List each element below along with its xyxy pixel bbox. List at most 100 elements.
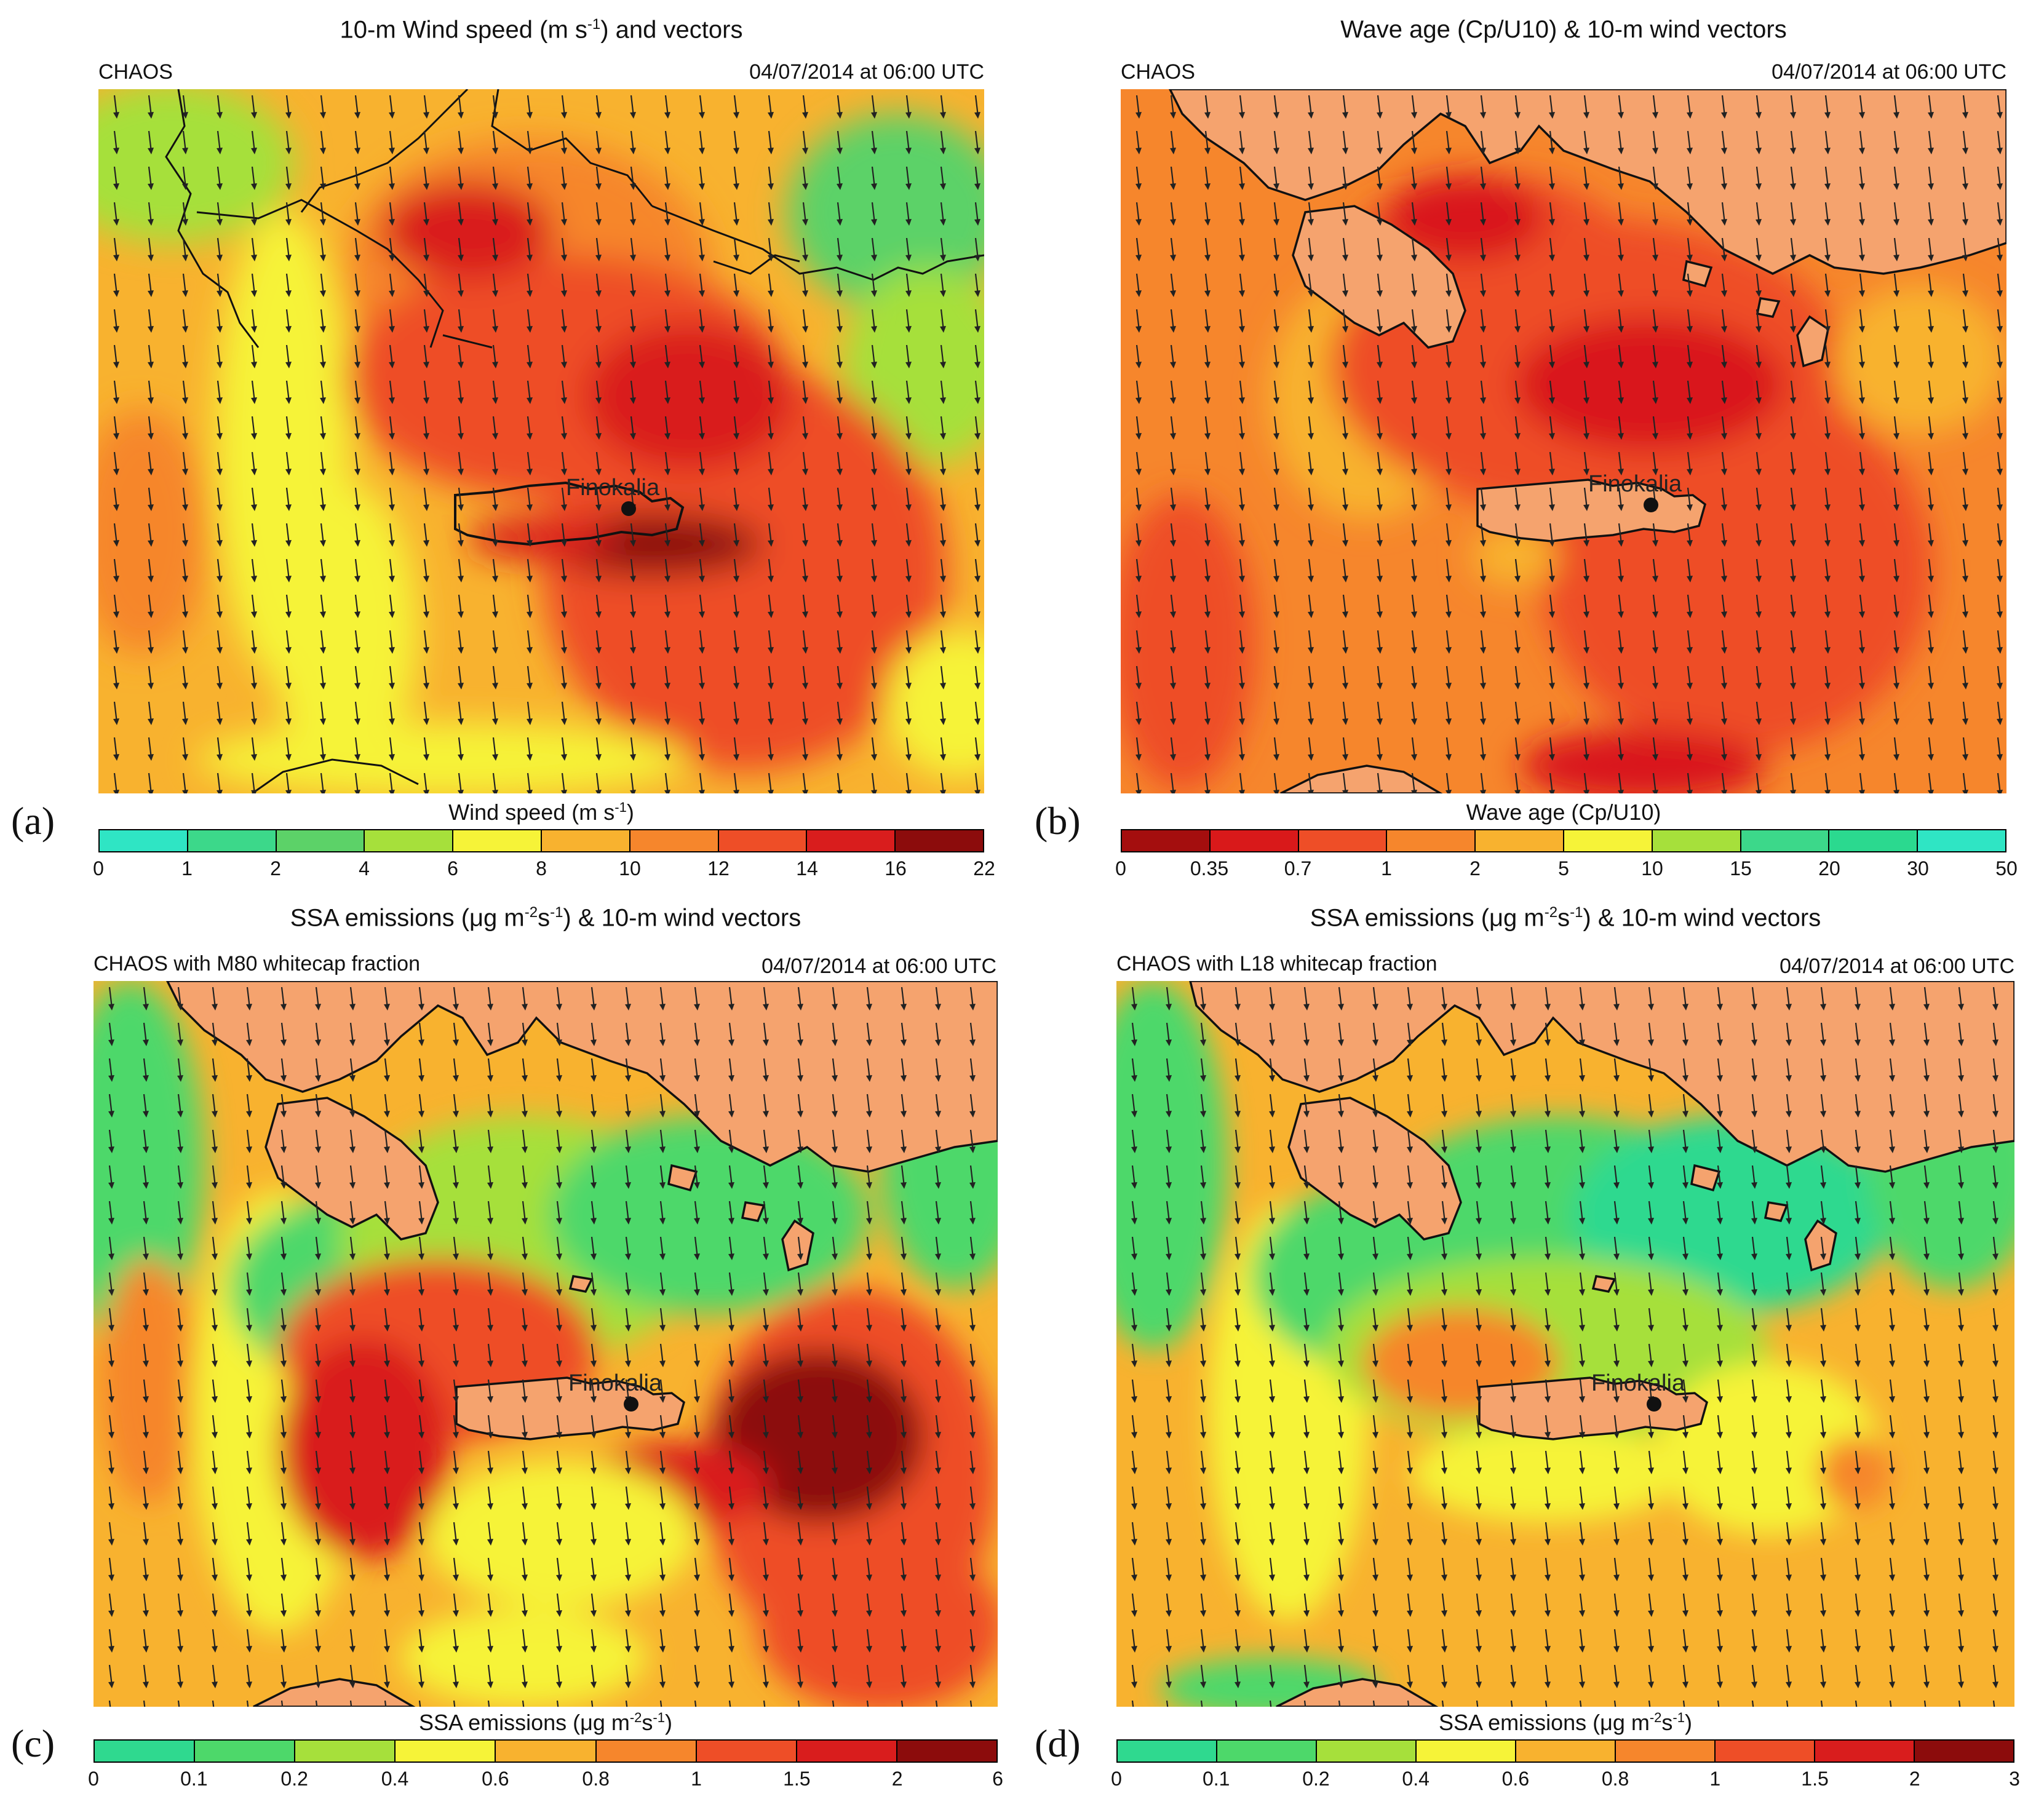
colorbar-swatch bbox=[1716, 1741, 1815, 1761]
model-name: CHAOS with M80 whitecap fraction bbox=[93, 952, 420, 975]
panel-title: SSA emissions (μg m-2s-1) & 10-m wind ve… bbox=[290, 904, 801, 932]
colorbar-ticks: 0 0.1 0.2 0.4 0.6 0.8 1 1.5 2 3 bbox=[1111, 1768, 2020, 1792]
panel-label: (a) bbox=[11, 799, 55, 843]
colorbar-tick-label: 2 bbox=[1909, 1768, 1920, 1790]
colorbar-swatch bbox=[188, 830, 277, 851]
colorbar-swatch bbox=[95, 1741, 196, 1761]
panel-title: SSA emissions (μg m-2s-1) & 10-m wind ve… bbox=[1310, 904, 1821, 932]
colorbar-swatch bbox=[1387, 830, 1476, 851]
colorbar-tick-label: 30 bbox=[1907, 857, 1929, 880]
colorbar-tick-label: 10 bbox=[619, 857, 641, 880]
colorbar-title: SSA emissions (μg m-2s-1) bbox=[419, 1710, 672, 1735]
colorbar-ticks: 0 1 2 4 6 8 10 12 14 16 22 bbox=[93, 857, 995, 882]
panel-label: (d) bbox=[1035, 1722, 1081, 1765]
colorbar-swatch bbox=[1516, 1741, 1616, 1761]
colorbar-tick-label: 0.2 bbox=[280, 1768, 308, 1790]
colorbar-swatch bbox=[807, 830, 896, 851]
colorbar-tick-label: 0.6 bbox=[1501, 1768, 1530, 1790]
panel-label: (b) bbox=[1035, 799, 1081, 843]
colorbar-tick-label: 0.1 bbox=[180, 1768, 208, 1790]
colorbar-title: SSA emissions (μg m-2s-1) bbox=[1439, 1710, 1692, 1735]
colorbar-swatch bbox=[365, 830, 454, 851]
colorbar-tick-label: 1 bbox=[1381, 857, 1392, 880]
colorbar-swatch bbox=[1652, 830, 1741, 851]
colorbar-tick-label: 12 bbox=[707, 857, 730, 880]
colorbar-tick-label: 1 bbox=[181, 857, 193, 880]
colorbar bbox=[93, 1739, 998, 1763]
colorbar-swatch bbox=[1915, 1741, 2013, 1761]
colorbar-swatch bbox=[276, 830, 365, 851]
colorbar-title: Wind speed (m s-1) bbox=[448, 800, 634, 825]
colorbar-tick-label: 0.7 bbox=[1284, 857, 1312, 880]
colorbar-swatch bbox=[1317, 1741, 1417, 1761]
colorbar-tick-label: 0.6 bbox=[482, 1768, 509, 1790]
colorbar-tick-label: 0.4 bbox=[381, 1768, 409, 1790]
date-label: 04/07/2014 at 06:00 UTC bbox=[749, 60, 984, 84]
colorbar-swatch bbox=[896, 830, 983, 851]
colorbar-swatch bbox=[195, 1741, 296, 1761]
colorbar-tick-label: 2 bbox=[1469, 857, 1481, 880]
colorbar-swatch bbox=[596, 1741, 697, 1761]
finokalia-marker bbox=[1647, 1397, 1661, 1412]
colorbar bbox=[1116, 1739, 2014, 1763]
date-label: 04/07/2014 at 06:00 UTC bbox=[1780, 955, 2014, 978]
colorbar-tick-label: 0 bbox=[1111, 1768, 1122, 1790]
colorbar-tick-label: 16 bbox=[885, 857, 907, 880]
colorbar-swatch bbox=[718, 830, 808, 851]
colorbar-swatch bbox=[1417, 1741, 1516, 1761]
panel-title: 10-m Wind speed (m s-1) and vectors bbox=[340, 16, 743, 44]
station-label: Finokalia bbox=[1588, 471, 1682, 497]
colorbar-tick-label: 0.8 bbox=[1601, 1768, 1629, 1790]
model-name: CHAOS bbox=[1121, 60, 1195, 84]
station-label: Finokalia bbox=[568, 1370, 662, 1396]
colorbar-swatch bbox=[496, 1741, 597, 1761]
colorbar-swatch bbox=[1564, 830, 1653, 851]
colorbar-tick-label: 6 bbox=[992, 1768, 1003, 1790]
map-wind-speed: Finokalia bbox=[98, 89, 984, 793]
colorbar-swatch bbox=[897, 1741, 996, 1761]
date-label: 04/07/2014 at 06:00 UTC bbox=[1772, 60, 2006, 84]
panel-title: Wave age (Cp/U10) & 10-m wind vectors bbox=[1340, 16, 1787, 43]
colorbar-tick-label: 4 bbox=[359, 857, 370, 880]
colorbar-swatch bbox=[1118, 1741, 1217, 1761]
colorbar-swatch bbox=[295, 1741, 396, 1761]
panel-label: (c) bbox=[11, 1722, 55, 1765]
colorbar-tick-label: 2 bbox=[891, 1768, 903, 1790]
colorbar-swatch bbox=[797, 1741, 897, 1761]
model-name: CHAOS bbox=[98, 60, 173, 84]
colorbar-tick-label: 50 bbox=[1995, 857, 2018, 880]
colorbar-swatch bbox=[396, 1741, 496, 1761]
colorbar-swatch bbox=[1815, 1741, 1915, 1761]
colorbar-swatch bbox=[541, 830, 630, 851]
colorbar-tick-label: 0.8 bbox=[582, 1768, 610, 1790]
colorbar-ticks: 0 0.1 0.2 0.4 0.6 0.8 1 1.5 2 6 bbox=[88, 1768, 1003, 1792]
colorbar-tick-label: 1 bbox=[1709, 1768, 1721, 1790]
colorbar-swatch bbox=[630, 830, 719, 851]
colorbar-tick-label: 6 bbox=[447, 857, 458, 880]
colorbar-tick-label: 5 bbox=[1558, 857, 1569, 880]
colorbar-swatch bbox=[453, 830, 542, 851]
colorbar-tick-label: 2 bbox=[270, 857, 281, 880]
finokalia-marker bbox=[621, 501, 636, 516]
wind-vectors bbox=[93, 981, 998, 1707]
wind-vectors bbox=[1121, 89, 2006, 793]
colorbar-swatch bbox=[1217, 1741, 1317, 1761]
colorbar-ticks: 0 0.35 0.7 1 2 5 10 15 20 30 50 bbox=[1115, 857, 2018, 882]
colorbar-title: Wave age (Cp/U10) bbox=[1466, 800, 1661, 825]
colorbar-tick-label: 0.1 bbox=[1202, 1768, 1230, 1790]
model-name: CHAOS with L18 whitecap fraction bbox=[1116, 952, 1438, 975]
colorbar-tick-label: 14 bbox=[796, 857, 818, 880]
colorbar-swatch bbox=[100, 830, 188, 851]
colorbar-tick-label: 1.5 bbox=[783, 1768, 811, 1790]
colorbar-swatch bbox=[1829, 830, 1919, 851]
finokalia-marker bbox=[624, 1397, 638, 1412]
colorbar-swatch bbox=[1298, 830, 1388, 851]
map-ssa-l18: Finokalia bbox=[1116, 981, 2014, 1707]
colorbar-tick-label: 0 bbox=[93, 857, 104, 880]
colorbar bbox=[1121, 829, 2006, 852]
colorbar-tick-label: 10 bbox=[1641, 857, 1663, 880]
colorbar-tick-label: 22 bbox=[973, 857, 995, 880]
colorbar-swatch bbox=[1476, 830, 1564, 851]
map-wave-age: Finokalia bbox=[1121, 89, 2006, 793]
colorbar-tick-label: 1.5 bbox=[1801, 1768, 1829, 1790]
